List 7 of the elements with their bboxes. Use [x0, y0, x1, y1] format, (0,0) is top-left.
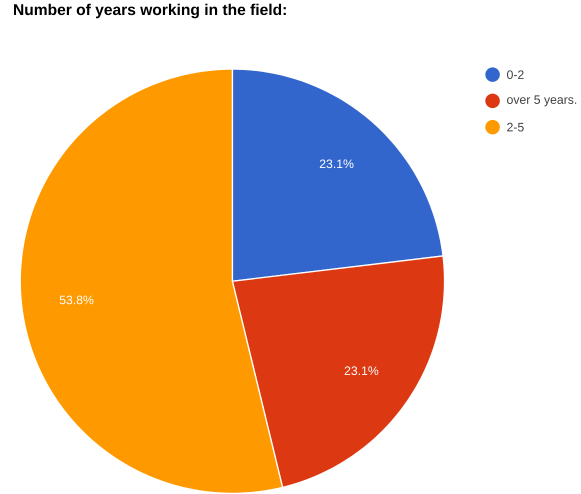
data-label: 53.8% — [60, 296, 94, 304]
legend-label: 2-5 — [507, 122, 524, 132]
legend-label: 0-2 — [507, 70, 524, 79]
data-label: 23.1% — [320, 159, 354, 168]
legend-label: over 5 years. — [507, 95, 576, 106]
chart-title: Number of years working in the field: — [14, 4, 286, 18]
data-label: 23.1% — [344, 366, 378, 375]
